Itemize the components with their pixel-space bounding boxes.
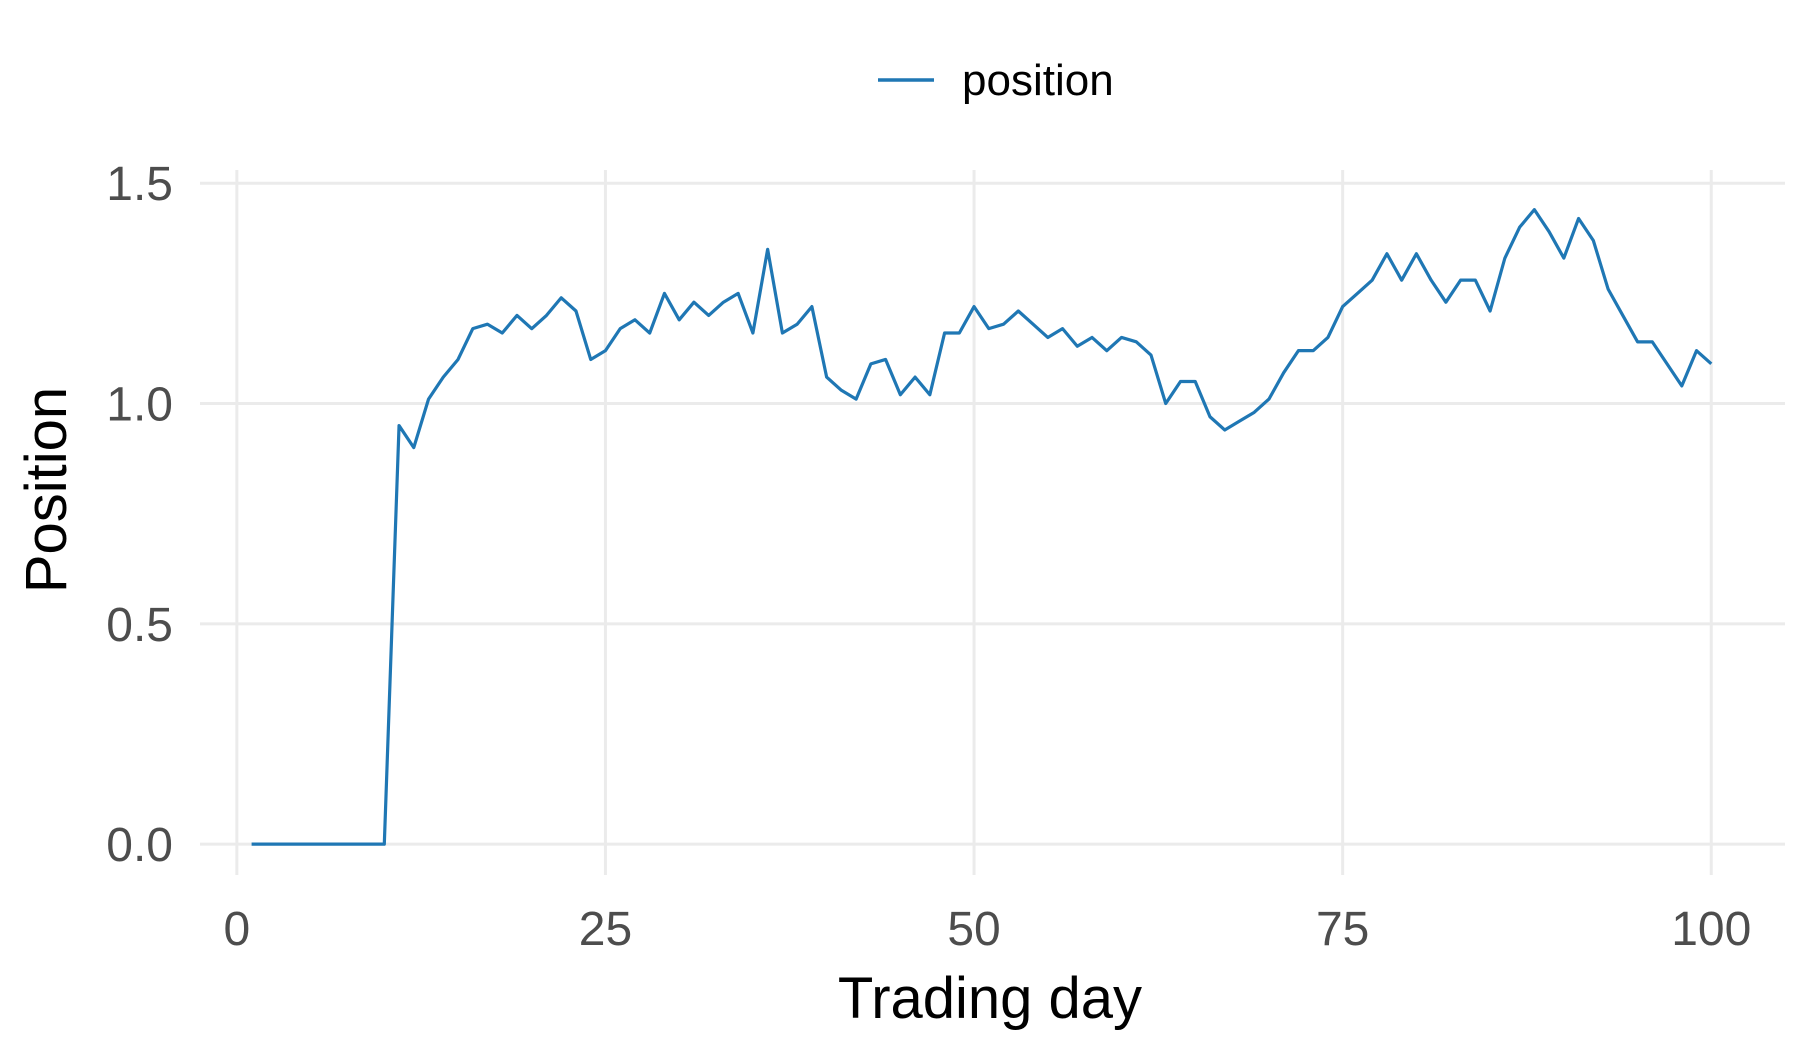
y-axis-title: Position <box>14 387 79 593</box>
x-tick-label: 100 <box>1671 903 1751 956</box>
y-tick-label: 0.0 <box>106 819 173 872</box>
y-axis-ticks: 0.0 0.5 1.0 1.5 <box>106 158 173 872</box>
gridlines <box>200 170 1785 875</box>
x-tick-label: 50 <box>947 903 1000 956</box>
x-axis-title: Trading day <box>838 966 1142 1031</box>
x-tick-label: 25 <box>579 903 632 956</box>
y-tick-label: 1.5 <box>106 158 173 211</box>
series-line-position <box>251 208 1713 846</box>
x-tick-label: 0 <box>224 903 251 956</box>
y-tick-label: 0.5 <box>106 599 173 652</box>
x-axis-ticks: 0 25 50 75 100 <box>224 903 1752 956</box>
series-layer <box>251 208 1713 846</box>
x-tick-label: 75 <box>1316 903 1369 956</box>
y-tick-label: 1.0 <box>106 379 173 432</box>
legend-label-position: position <box>962 56 1114 105</box>
legend: position <box>878 56 1114 105</box>
